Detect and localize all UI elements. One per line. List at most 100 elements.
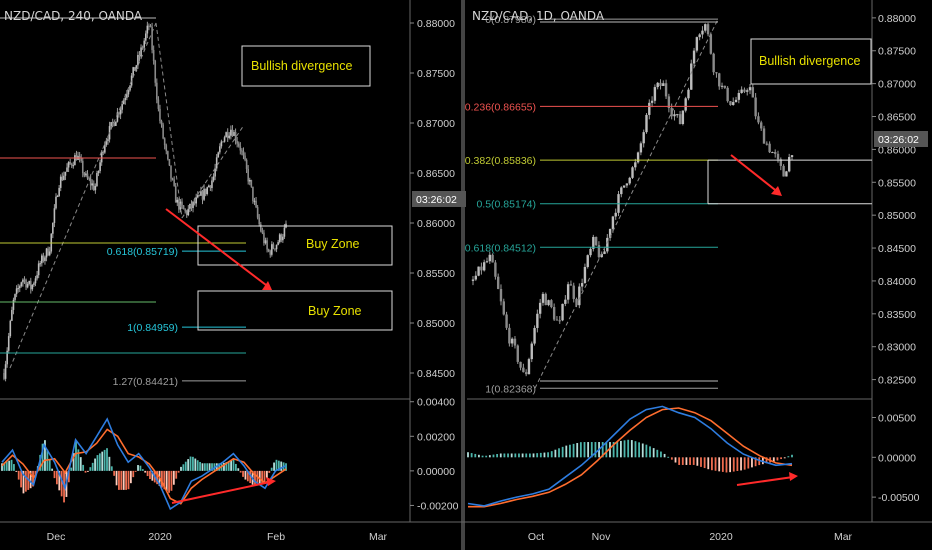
macd-histogram-bar bbox=[627, 439, 630, 458]
candle-body bbox=[230, 129, 232, 136]
macd-histogram-bar bbox=[91, 462, 94, 471]
candle-body bbox=[52, 222, 54, 234]
macd-histogram-bar bbox=[194, 458, 197, 471]
candle-body bbox=[552, 307, 556, 320]
candle-body bbox=[22, 279, 24, 283]
candle-body bbox=[510, 338, 514, 344]
macd-histogram-bar bbox=[587, 442, 590, 458]
macd-histogram-bar bbox=[151, 470, 154, 481]
macd-histogram-bar bbox=[234, 463, 237, 471]
macd-histogram-bar bbox=[518, 453, 520, 458]
macd-histogram-bar bbox=[53, 470, 56, 479]
time-badge bbox=[874, 131, 928, 147]
macd-histogram-bar bbox=[605, 442, 608, 458]
candle-body bbox=[538, 302, 542, 314]
time-badge-label: 03:26:02 bbox=[878, 134, 919, 146]
macd-histogram-bar bbox=[536, 453, 539, 458]
macd-histogram-bar bbox=[630, 440, 633, 458]
candle-body bbox=[222, 141, 224, 143]
candle-body bbox=[782, 165, 785, 177]
macd-histogram-bar bbox=[579, 442, 582, 458]
candle-body bbox=[687, 89, 690, 99]
macd-histogram-bar bbox=[700, 457, 702, 467]
macd-histogram-bar bbox=[96, 455, 99, 471]
osc-tick-label: 0.00500 bbox=[878, 413, 916, 425]
candle-body bbox=[678, 114, 682, 125]
candle-body bbox=[712, 53, 715, 73]
candle-body bbox=[70, 163, 73, 166]
candle-body bbox=[280, 234, 283, 241]
candle-body bbox=[572, 285, 575, 299]
candle-body bbox=[184, 209, 186, 211]
candle-body bbox=[748, 87, 752, 91]
candle-body bbox=[536, 313, 539, 328]
candle-body bbox=[118, 112, 120, 115]
macd-histogram-bar bbox=[732, 457, 735, 472]
candle-body bbox=[124, 97, 127, 101]
macd-histogram-bar bbox=[576, 443, 579, 458]
macd-histogram-bar bbox=[503, 453, 506, 458]
macd-histogram-bar bbox=[141, 469, 144, 471]
macd-histogram-bar bbox=[232, 459, 235, 471]
candle-body bbox=[513, 338, 517, 346]
price-tick-label: 0.85000 bbox=[878, 210, 916, 222]
candle-body bbox=[80, 157, 82, 161]
candle-body bbox=[176, 199, 179, 203]
macd-histogram-bar bbox=[72, 452, 75, 471]
candle-body bbox=[757, 116, 760, 123]
candle-body bbox=[20, 282, 23, 287]
macd-histogram-bar bbox=[1, 463, 3, 471]
macd-histogram-bar bbox=[8, 460, 11, 471]
candle-body bbox=[152, 49, 155, 61]
macd-histogram-bar bbox=[101, 451, 104, 471]
candle-body bbox=[589, 248, 592, 256]
candle-body bbox=[7, 336, 10, 351]
macd-histogram-bar bbox=[218, 463, 221, 471]
macd-histogram-bar bbox=[87, 470, 89, 472]
price-tick-label: 0.86500 bbox=[417, 168, 455, 180]
macd-histogram-bar bbox=[612, 442, 615, 458]
macd-histogram-bar bbox=[270, 467, 273, 471]
macd-histogram-bar bbox=[558, 448, 560, 458]
candle-body bbox=[272, 244, 275, 249]
candle-body bbox=[217, 152, 220, 158]
candle-body bbox=[726, 87, 729, 102]
candle-body bbox=[148, 25, 150, 27]
macd-histogram-bar bbox=[721, 457, 724, 472]
candle-body bbox=[625, 183, 629, 186]
time-tick-label: Dec bbox=[47, 531, 66, 543]
osc-tick-label: 0.00400 bbox=[417, 397, 455, 409]
candle-body bbox=[701, 30, 704, 35]
candle-body bbox=[97, 171, 100, 173]
candle-body bbox=[181, 201, 183, 206]
candle-body bbox=[282, 236, 284, 241]
macd-histogram-bar bbox=[256, 470, 259, 486]
candle-body bbox=[269, 251, 272, 255]
candle-body bbox=[4, 364, 7, 379]
macd-histogram-bar bbox=[736, 457, 739, 471]
candle-body bbox=[622, 185, 626, 188]
candle-body bbox=[760, 122, 763, 129]
candle-body bbox=[603, 251, 606, 255]
macd-histogram-bar bbox=[663, 453, 666, 458]
candle-body bbox=[266, 240, 268, 250]
macd-histogram-bar bbox=[13, 464, 15, 471]
macd-histogram-bar bbox=[543, 452, 546, 458]
macd-histogram-bar bbox=[772, 457, 775, 462]
candle-body bbox=[594, 236, 598, 246]
candle-body bbox=[143, 40, 146, 48]
macd-histogram-bar bbox=[747, 457, 750, 469]
annotation-text: Bullish divergence bbox=[251, 59, 352, 73]
candle-body bbox=[564, 299, 567, 304]
osc-tick-label: 0.00200 bbox=[417, 431, 455, 443]
candle-body bbox=[47, 248, 49, 256]
candle-body bbox=[662, 83, 665, 86]
candle-body bbox=[676, 114, 679, 116]
macd-histogram-bar bbox=[170, 470, 173, 491]
candle-body bbox=[163, 138, 166, 146]
macd-histogram-bar bbox=[41, 443, 44, 471]
macd-histogram-bar bbox=[39, 454, 42, 471]
candle-body bbox=[29, 280, 32, 290]
candle-body bbox=[550, 300, 553, 308]
time-tick-label: Mar bbox=[369, 531, 388, 543]
